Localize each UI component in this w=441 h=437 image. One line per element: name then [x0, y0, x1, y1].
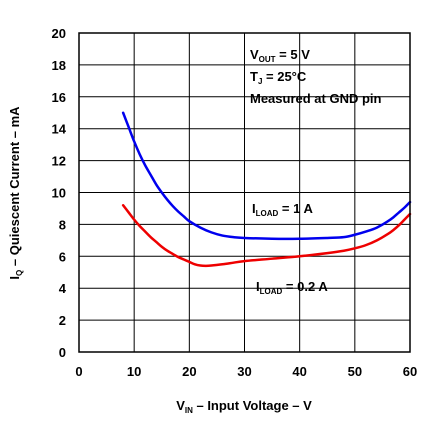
x-tick-label: 0 — [75, 364, 82, 379]
x-tick-label: 10 — [127, 364, 141, 379]
plot-frame — [78, 32, 411, 353]
y-tick-label: 2 — [59, 313, 66, 328]
y-tick-label: 18 — [52, 58, 66, 73]
y-tick-label: 14 — [52, 122, 67, 137]
y-tick-labels: 0 2 4 6 8 10 12 14 16 18 20 — [52, 26, 67, 360]
x-axis-label: VIN – Input Voltage – V — [176, 398, 312, 415]
x-tick-label: 40 — [292, 364, 306, 379]
y-tick-label: 8 — [59, 217, 66, 232]
series-label-1a: ILOAD = 1 A — [252, 201, 313, 218]
x-tick-label: 60 — [403, 364, 417, 379]
y-axis-label: IQ – Quiescent Current – mA — [7, 106, 24, 280]
condition-measured: Measured at GND pin — [250, 91, 382, 106]
condition-vout: VOUT = 5 V — [250, 47, 310, 64]
y-tick-label: 16 — [52, 90, 66, 105]
series-line-1a — [121, 111, 412, 241]
x-tick-label: 50 — [348, 364, 362, 379]
y-tick-label: 12 — [52, 154, 66, 169]
y-tick-label: 20 — [52, 26, 66, 41]
condition-tj: TJ = 25°C — [250, 69, 307, 86]
y-tick-label: 6 — [59, 249, 66, 264]
grid — [78, 32, 411, 353]
series-label-0-2a: ILOAD = 0.2 A — [256, 279, 328, 296]
x-tick-label: 30 — [237, 364, 251, 379]
x-tick-label: 20 — [182, 364, 196, 379]
series-line-0-2a — [121, 204, 412, 268]
x-tick-labels: 0 10 20 30 40 50 60 — [75, 364, 417, 379]
series-lines — [121, 111, 412, 268]
y-tick-label: 0 — [59, 345, 66, 360]
y-tick-label: 10 — [52, 186, 66, 201]
y-tick-label: 4 — [59, 281, 67, 296]
